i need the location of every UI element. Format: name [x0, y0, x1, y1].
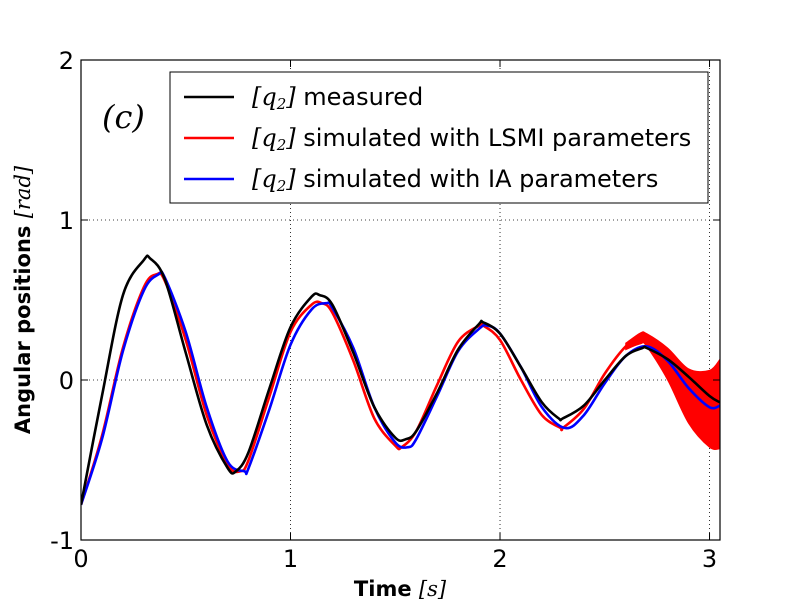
legend-text: measured [296, 83, 424, 111]
legend-text: simulated with IA parameters [296, 165, 659, 193]
x-axis-label: Time [s] [354, 577, 447, 600]
legend-label: [q2] measured [252, 83, 423, 113]
x-tick-label: 3 [702, 545, 717, 573]
series-layer [81, 254, 720, 506]
legend-label: [q2] simulated with LSMI parameters [252, 124, 691, 154]
ticks [80, 59, 720, 541]
legend-text: simulated with LSMI parameters [296, 124, 692, 152]
legend-math: [q [252, 83, 277, 111]
x-axis-label-unit: [s] [419, 577, 447, 600]
y-tick-label: 0 [59, 367, 74, 395]
x-tick-label: 0 [73, 545, 88, 573]
x-tick-label: 1 [283, 545, 298, 573]
legend-label: [q2] simulated with IA parameters [252, 165, 658, 195]
legend-box [169, 71, 709, 204]
series-line-simulated-with-ia-parameters [81, 270, 720, 506]
legend-math: [q [252, 165, 277, 193]
series-line-measured [81, 254, 720, 506]
legend-math: [q [252, 124, 277, 152]
y-axis-label-text: Angular positions [11, 218, 35, 434]
y-tick-label: 2 [59, 47, 74, 75]
legend-item-simulated-with-lsmi-parameters: [q2] simulated with LSMI parameters [184, 124, 691, 154]
y-tick-label: 1 [59, 207, 74, 235]
legend-item-simulated-with-ia-parameters: [q2] simulated with IA parameters [184, 165, 658, 195]
y-tick-label: -1 [50, 527, 74, 555]
series-line-simulated-with-lsmi-parameters [81, 271, 720, 506]
plot-frame [80, 59, 721, 541]
legend-item-measured: [q2] measured [184, 83, 423, 113]
panel-label: (c) [102, 98, 145, 136]
y-axis-label: Angular positions [rad] [11, 165, 35, 434]
legend: [q2] measured [q2] simulated with LSMI pa… [169, 71, 709, 204]
y-axis-label-unit: [rad] [11, 165, 35, 218]
x-axis-label-text: Time [354, 577, 419, 600]
x-tick-label: 2 [492, 545, 507, 573]
